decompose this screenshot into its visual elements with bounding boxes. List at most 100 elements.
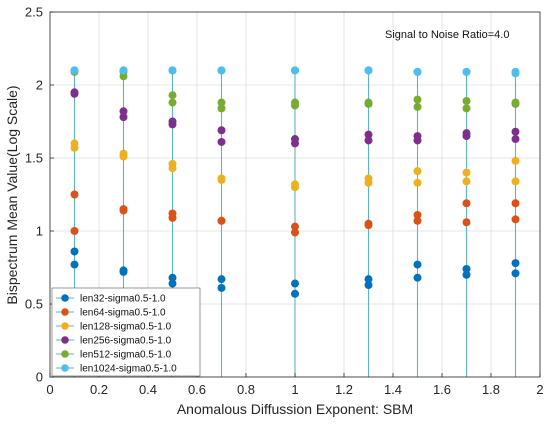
data-point bbox=[291, 228, 299, 236]
data-point bbox=[463, 97, 471, 105]
data-point bbox=[414, 274, 422, 282]
data-point bbox=[512, 199, 520, 207]
data-point bbox=[71, 191, 79, 199]
x-tick-label: 1.8 bbox=[482, 382, 500, 397]
legend-label: len1024-sigma0.5-1.0 bbox=[80, 364, 177, 375]
legend-marker bbox=[61, 364, 69, 372]
data-point bbox=[169, 66, 177, 74]
data-point bbox=[463, 132, 471, 140]
data-point bbox=[414, 217, 422, 225]
data-point bbox=[71, 144, 79, 152]
x-tick-label: 1.4 bbox=[384, 382, 402, 397]
y-axis-label: Bispectrum Mean Value(Log Scale) bbox=[4, 85, 20, 304]
x-tick-label: 0.4 bbox=[139, 382, 157, 397]
legend-marker bbox=[61, 308, 69, 316]
data-point bbox=[414, 68, 422, 76]
data-point bbox=[463, 199, 471, 207]
data-point bbox=[120, 207, 128, 215]
legend-marker bbox=[61, 294, 69, 302]
data-point bbox=[512, 269, 520, 277]
data-point bbox=[512, 215, 520, 223]
legend-marker bbox=[61, 336, 69, 344]
data-point bbox=[169, 91, 177, 99]
data-point bbox=[365, 100, 373, 108]
data-point bbox=[218, 126, 226, 134]
x-tick-label: 0 bbox=[46, 382, 53, 397]
data-point bbox=[512, 259, 520, 267]
data-point bbox=[291, 183, 299, 191]
x-tick-label: 0.6 bbox=[188, 382, 206, 397]
legend-marker bbox=[61, 350, 69, 358]
data-point bbox=[414, 136, 422, 144]
x-tick-label: 1 bbox=[291, 382, 298, 397]
data-point bbox=[218, 275, 226, 283]
data-point bbox=[169, 120, 177, 128]
y-tick-label: 1.5 bbox=[25, 151, 43, 166]
data-point bbox=[512, 128, 520, 136]
data-point bbox=[512, 157, 520, 165]
data-point bbox=[71, 261, 79, 269]
legend-label: len128-sigma0.5-1.0 bbox=[80, 322, 172, 333]
data-point bbox=[365, 221, 373, 229]
data-point bbox=[169, 214, 177, 222]
data-point bbox=[218, 104, 226, 112]
data-point bbox=[218, 217, 226, 225]
data-point bbox=[414, 179, 422, 187]
data-point bbox=[414, 96, 422, 104]
data-point bbox=[218, 284, 226, 292]
data-point bbox=[414, 167, 422, 175]
data-point bbox=[169, 280, 177, 288]
data-point bbox=[365, 179, 373, 187]
data-point bbox=[365, 136, 373, 144]
x-tick-label: 0.8 bbox=[237, 382, 255, 397]
data-point bbox=[463, 218, 471, 226]
x-axis-label: Anomalous Diffussion Exponent: SBM bbox=[177, 401, 413, 417]
data-point bbox=[71, 247, 79, 255]
data-point bbox=[218, 138, 226, 146]
data-point bbox=[169, 164, 177, 172]
y-tick-label: 1 bbox=[36, 224, 43, 239]
data-point bbox=[120, 66, 128, 74]
data-point bbox=[71, 227, 79, 235]
data-point bbox=[512, 69, 520, 77]
data-point bbox=[414, 261, 422, 269]
data-point bbox=[414, 103, 422, 111]
legend-label: len64-sigma0.5-1.0 bbox=[80, 308, 166, 319]
data-point bbox=[463, 104, 471, 112]
data-point bbox=[512, 135, 520, 143]
y-tick-label: 2.5 bbox=[25, 5, 43, 20]
legend-label: len512-sigma0.5-1.0 bbox=[80, 350, 172, 361]
data-point bbox=[512, 177, 520, 185]
data-point bbox=[463, 177, 471, 185]
data-point bbox=[463, 271, 471, 279]
legend-label: len32-sigma0.5-1.0 bbox=[80, 294, 166, 305]
data-point bbox=[71, 90, 79, 98]
y-tick-label: 0 bbox=[36, 370, 43, 385]
legend-marker bbox=[61, 322, 69, 330]
data-point bbox=[463, 169, 471, 177]
x-tick-label: 2 bbox=[536, 382, 543, 397]
y-tick-label: 0.5 bbox=[25, 297, 43, 312]
y-tick-label: 2 bbox=[36, 78, 43, 93]
data-point bbox=[291, 101, 299, 109]
data-point bbox=[291, 139, 299, 147]
data-point bbox=[120, 153, 128, 161]
snr-annotation: Signal to Noise Ratio=4.0 bbox=[385, 29, 509, 41]
data-point bbox=[463, 68, 471, 76]
data-point bbox=[218, 66, 226, 74]
data-point bbox=[71, 66, 79, 74]
data-point bbox=[365, 281, 373, 289]
x-tick-label: 1.6 bbox=[433, 382, 451, 397]
data-point bbox=[120, 113, 128, 121]
data-point bbox=[291, 66, 299, 74]
data-point bbox=[291, 280, 299, 288]
data-point bbox=[169, 99, 177, 107]
legend-label: len256-sigma0.5-1.0 bbox=[80, 336, 172, 347]
data-point bbox=[291, 290, 299, 298]
legend: len32-sigma0.5-1.0 len64-sigma0.5-1.0 len1… bbox=[52, 288, 200, 376]
x-tick-label: 1.2 bbox=[335, 382, 353, 397]
data-point bbox=[120, 268, 128, 276]
data-point bbox=[218, 176, 226, 184]
